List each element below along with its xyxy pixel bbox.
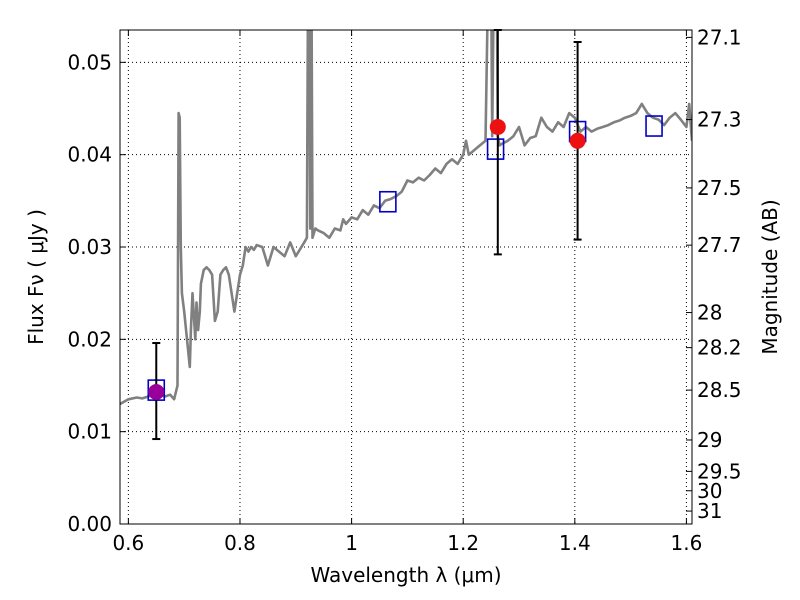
y-tick-label: 0.02 (67, 327, 112, 351)
x-tick-label: 1.4 (559, 531, 591, 555)
x-tick-label: 1.2 (447, 531, 479, 555)
y-axis-label: Flux Fν ( μJy ) (24, 209, 48, 345)
plot-background (120, 30, 692, 524)
spectrum-line (120, 30, 692, 406)
magnitude-tick-label: 29 (697, 428, 722, 452)
x-axis-label: Wavelength λ (μm) (310, 563, 501, 587)
x-tick-label: 0.8 (224, 531, 256, 555)
x-tick-label: 1 (345, 531, 358, 555)
observed-photometry-point (148, 383, 165, 400)
y-tick-label: 0.04 (67, 143, 112, 167)
observed-photometry-point (569, 132, 586, 149)
observed-photometry-point (489, 118, 506, 135)
y-tick-label: 0.03 (67, 235, 112, 259)
magnitude-tick-label: 31 (697, 499, 722, 523)
magnitude-tick-label: 30 (697, 479, 722, 503)
magnitude-tick-label: 27.1 (697, 25, 742, 49)
magnitude-tick-label: 27.5 (697, 176, 742, 200)
model-photometry-square (486, 138, 505, 160)
magnitude-tick-label: 28 (697, 301, 722, 325)
magnitude-tick-label: 27.7 (697, 233, 742, 257)
error-bars (148, 29, 586, 441)
plot-frame (119, 29, 693, 525)
x-tick-label: 1.6 (671, 531, 703, 555)
model-photometry-square (379, 190, 397, 213)
magnitude-tick-label: 28.2 (697, 336, 742, 360)
axes: 0.6 0.8 1 1.2 1.4 1.6 0.00 0.01 0.02 0.03 0.04 0.05… (67, 25, 741, 555)
magnitude-tick-label: 29.5 (697, 459, 742, 483)
plot-area (120, 30, 692, 406)
y-tick-label: 0.01 (67, 420, 112, 444)
magnitude-tick-label: 28.5 (697, 378, 742, 402)
y-tick-label: 0.05 (67, 50, 112, 74)
model-photometry-square (645, 115, 663, 137)
magnitude-axis-label: Magnitude (AB) (758, 199, 782, 354)
y-tick-label: 0.00 (67, 512, 112, 536)
x-tick-label: 0.6 (112, 531, 144, 555)
magnitude-tick-label: 27.3 (697, 108, 742, 132)
